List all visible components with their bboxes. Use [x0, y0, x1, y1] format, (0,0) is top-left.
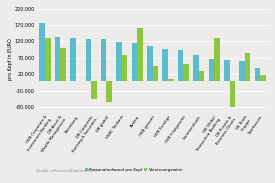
Bar — [132, 43, 137, 81]
Bar — [153, 66, 158, 81]
Bar — [137, 28, 143, 81]
Bar — [106, 81, 112, 102]
Bar — [230, 81, 235, 107]
Bar — [122, 55, 127, 81]
Text: Quelle: eFinancialCareers 2016: Quelle: eFinancialCareers 2016 — [36, 169, 97, 173]
Bar — [91, 81, 97, 99]
Bar — [45, 38, 51, 81]
Bar — [60, 48, 66, 81]
Bar — [255, 68, 260, 81]
Bar — [55, 37, 60, 81]
Y-axis label: pro Kopf in EURO: pro Kopf in EURO — [8, 39, 13, 80]
Bar — [116, 42, 122, 81]
Bar — [178, 50, 183, 81]
Bar — [101, 39, 106, 81]
Bar — [168, 79, 174, 81]
Bar — [209, 59, 214, 81]
Bar — [214, 38, 220, 81]
Bar — [163, 49, 168, 81]
Bar — [147, 46, 153, 81]
Bar — [70, 38, 76, 81]
Bar — [193, 55, 199, 81]
Bar — [239, 61, 245, 81]
Bar — [86, 39, 91, 81]
Bar — [183, 64, 189, 81]
Bar — [224, 60, 230, 81]
Bar — [245, 53, 251, 81]
Bar — [199, 71, 204, 81]
Bar — [260, 75, 266, 81]
Legend: Personalaufwand pro Kopf, Vorsteuergewinn: Personalaufwand pro Kopf, Vorsteuergewin… — [83, 167, 185, 174]
Bar — [39, 23, 45, 81]
